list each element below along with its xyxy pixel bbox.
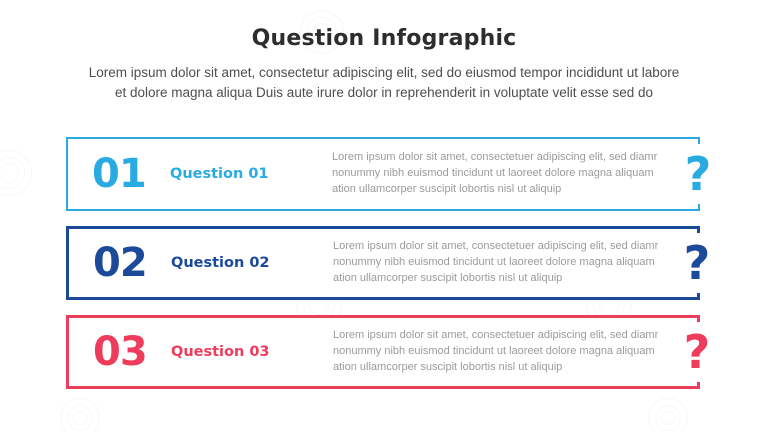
description-line: Lorem ipsum dolor sit amet, consectetuer… [333, 329, 659, 342]
description-line: nonummy nibh euismod tincidunt ut laoree… [333, 345, 655, 358]
description-line: Lorem ipsum dolor sit amet, consectetuer… [333, 240, 659, 253]
description-line: ation ullamcorper suscipit lobortis nisl… [332, 182, 562, 195]
question-description: Lorem ipsum dolor sit amet, consectetuer… [333, 239, 671, 287]
question-row-02: 02 Question 02 Lorem ipsum dolor sit ame… [66, 226, 716, 300]
description-line: nonummy nibh euismod tincidunt ut laoree… [332, 167, 654, 180]
question-label: Question 02 [171, 255, 270, 271]
question-row-03: 03 Question 03 Lorem ipsum dolor sit ame… [66, 315, 716, 389]
question-row-01: 01 Question 01 Lorem ipsum dolor sit ame… [66, 137, 717, 211]
question-label: Question 01 [170, 166, 269, 182]
page-title: Question Infographic [251, 26, 517, 51]
question-number: 02 [93, 240, 148, 286]
question-list: 01 Question 01 Lorem ipsum dolor sit ame… [66, 137, 717, 404]
watermark-ring [0, 150, 32, 196]
question-label: Question 03 [171, 344, 270, 360]
question-number: 01 [92, 151, 147, 197]
question-description: Lorem ipsum dolor sit amet, consectetuer… [333, 328, 671, 376]
description-line: nonummy nibh euismod tincidunt ut laoree… [333, 256, 655, 269]
subtitle-line-1: Lorem ipsum dolor sit amet, consectetur … [88, 65, 680, 80]
question-number: 03 [93, 329, 148, 375]
page-subtitle: Lorem ipsum dolor sit amet, consectetur … [0, 63, 768, 102]
header: Question Infographic Lorem ipsum dolor s… [0, 26, 768, 102]
question-mark-icon: ? [678, 322, 716, 382]
question-mark-icon: ? [679, 144, 717, 204]
question-mark-icon: ? [678, 233, 716, 293]
question-description: Lorem ipsum dolor sit amet, consectetuer… [332, 150, 670, 198]
description-line: Lorem ipsum dolor sit amet, consectetuer… [332, 151, 658, 164]
description-line: ation ullamcorper suscipit lobortis nisl… [333, 360, 563, 373]
subtitle-line-2: et dolore magna aliqua Duis aute irure d… [114, 84, 654, 100]
description-line: ation ullamcorper suscipit lobortis nisl… [333, 271, 563, 284]
